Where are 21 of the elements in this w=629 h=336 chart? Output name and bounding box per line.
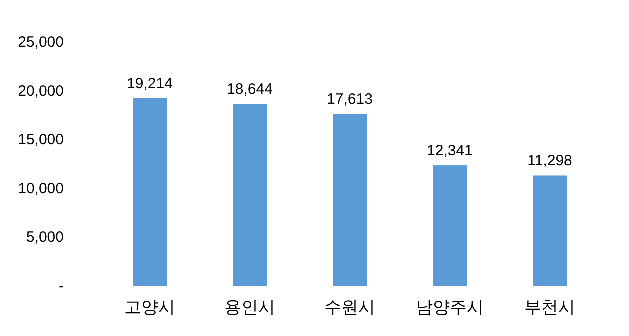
y-tick-label: -: [59, 278, 64, 295]
data-label: 18,644: [227, 81, 273, 98]
data-label: 19,214: [127, 75, 173, 92]
x-tick-label: 수원시: [324, 298, 376, 317]
x-tick-label: 용인시: [224, 298, 276, 317]
x-tick-label: 부천시: [524, 298, 576, 317]
y-tick-label: 15,000: [18, 132, 64, 149]
y-tick-label: 25,000: [18, 34, 64, 51]
y-tick-label: 20,000: [18, 82, 64, 100]
data-label: 11,298: [528, 152, 572, 170]
data-label: 12,341: [427, 142, 473, 160]
bar: [433, 166, 467, 286]
data-label: 17,613: [327, 91, 373, 108]
bar: [333, 114, 367, 286]
x-tick-label: 남양주시: [416, 298, 484, 317]
bar: [233, 104, 267, 286]
bar: [133, 98, 167, 286]
y-tick-label: 10,000: [18, 180, 64, 198]
y-tick-label: 5,000: [26, 229, 64, 246]
bar: [533, 176, 567, 286]
x-tick-label: 고양시: [124, 298, 176, 317]
